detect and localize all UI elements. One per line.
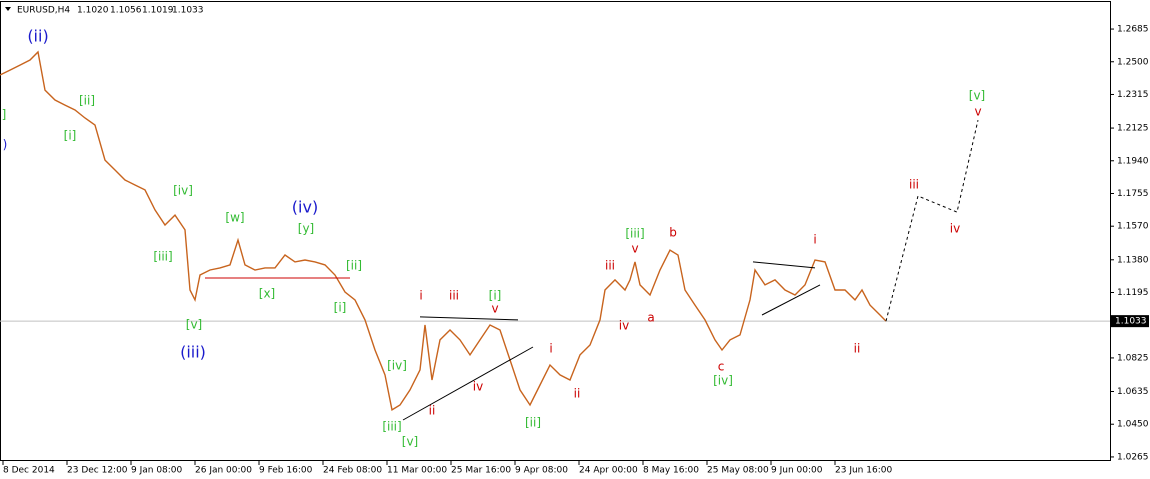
plot-frame <box>0 1 1111 461</box>
trendline <box>402 346 534 421</box>
x-tick-label: 8 May 16:00 <box>643 466 699 476</box>
wave-label: [iv] <box>387 358 407 372</box>
wave-label: [w] <box>225 211 244 225</box>
wave-label: [y] <box>298 222 314 236</box>
wave-label: iii <box>449 289 459 303</box>
last-price-label: 1.1033 <box>1115 317 1147 327</box>
y-tick-label: 1.1570 <box>1117 222 1149 232</box>
x-tick-label: 9 Apr 08:00 <box>515 466 568 476</box>
y-tick-label: 1.2125 <box>1117 124 1149 134</box>
wave-label: ii <box>429 403 436 417</box>
low: 1.1019 <box>142 6 174 16</box>
wave-label: iii <box>909 177 919 191</box>
wave-label: (iv) <box>292 197 318 216</box>
wave-label: [ii] <box>79 94 95 108</box>
wave-label: b <box>669 225 677 239</box>
wave-label: [v] <box>186 318 202 332</box>
y-tick-label: 1.2500 <box>1117 57 1149 67</box>
wave-label: [ii] <box>525 415 541 429</box>
x-tick-label: 25 Mar 16:00 <box>451 466 511 476</box>
wave-label: [i] <box>64 129 77 143</box>
wave-label: i <box>813 232 816 246</box>
trendline <box>419 316 519 321</box>
symbol: EURUSD,H4 <box>17 6 70 16</box>
wave-label: [v] <box>402 434 418 448</box>
x-tick-label: 9 Jun 00:00 <box>771 466 823 476</box>
y-tick-label: 1.1940 <box>1117 156 1149 166</box>
x-tick-label: 11 Mar 00:00 <box>387 466 447 476</box>
wave-label: iv <box>950 222 960 236</box>
wave-label: iii <box>605 258 615 272</box>
x-tick-label: 9 Jan 08:00 <box>131 466 183 476</box>
trendline <box>752 261 816 269</box>
trendline <box>761 284 821 316</box>
wave-label: ) <box>3 138 8 152</box>
y-tick-label: 1.1755 <box>1117 189 1149 199</box>
x-tick-label: 23 Dec 12:00 <box>67 466 128 476</box>
x-tick-label: 26 Jan 00:00 <box>195 466 252 476</box>
y-tick-label: 1.1380 <box>1117 255 1149 265</box>
wave-label: [i] <box>334 300 347 314</box>
wave-label: [ii] <box>346 258 362 272</box>
x-tick-label: 9 Feb 16:00 <box>259 466 313 476</box>
y-tick-label: 1.0825 <box>1117 353 1149 363</box>
y-tick-label: 1.1195 <box>1117 288 1149 298</box>
wave-label: [iv] <box>173 184 193 198</box>
wave-label: [x] <box>259 286 275 300</box>
wave-label: (iii) <box>180 342 206 361</box>
x-tick-label: 24 Apr 00:00 <box>579 466 638 476</box>
wave-label: [iii] <box>153 249 172 263</box>
wave-label: [iii] <box>382 419 401 433</box>
x-tick-label: 25 May 08:00 <box>707 466 769 476</box>
y-tick-label: 1.2315 <box>1117 90 1149 100</box>
price-line <box>0 50 887 412</box>
last-price-tag: 1.1033 <box>1111 315 1149 328</box>
wave-label: iv <box>619 318 629 332</box>
wave-label: c <box>718 359 725 373</box>
wave-label: a <box>647 310 654 324</box>
wave-label: [v] <box>969 89 985 103</box>
wave-label: ii <box>574 386 581 400</box>
wave-label: [iii] <box>625 226 644 240</box>
y-tick-label: 1.0265 <box>1117 452 1149 462</box>
wave-label: [i] <box>489 289 502 303</box>
wave-label: [iv] <box>713 373 733 387</box>
wave-label: (ii) <box>27 27 48 46</box>
wave-label: ii <box>854 341 861 355</box>
y-tick-label: 1.0635 <box>1117 387 1149 397</box>
header: EURUSD,H4 1.1020 1.1056 1.1019 1.1033 <box>17 6 204 16</box>
wave-label: ] <box>2 107 7 121</box>
menu-icon <box>5 7 11 11</box>
wave-label: v <box>631 242 638 256</box>
wave-label: i <box>549 341 552 355</box>
y-tick-label: 1.2685 <box>1117 25 1149 35</box>
x-tick-label: 24 Feb 08:00 <box>323 466 382 476</box>
wave-label: v <box>974 104 981 118</box>
wave-label: iv <box>473 379 483 393</box>
wave-label: v <box>491 301 498 315</box>
open: 1.1020 <box>77 6 109 16</box>
close: 1.1033 <box>172 6 204 16</box>
x-tick-label: 23 Jun 16:00 <box>835 466 892 476</box>
last-price-box <box>1111 315 1149 328</box>
high: 1.1056 <box>110 6 142 16</box>
projection-line <box>885 119 979 322</box>
y-tick-label: 1.0450 <box>1117 420 1149 430</box>
x-tick-label: 8 Dec 2014 <box>3 466 55 476</box>
wave-label: i <box>419 289 422 303</box>
